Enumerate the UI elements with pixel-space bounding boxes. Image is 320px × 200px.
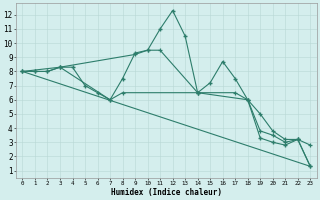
X-axis label: Humidex (Indice chaleur): Humidex (Indice chaleur) xyxy=(111,188,222,197)
